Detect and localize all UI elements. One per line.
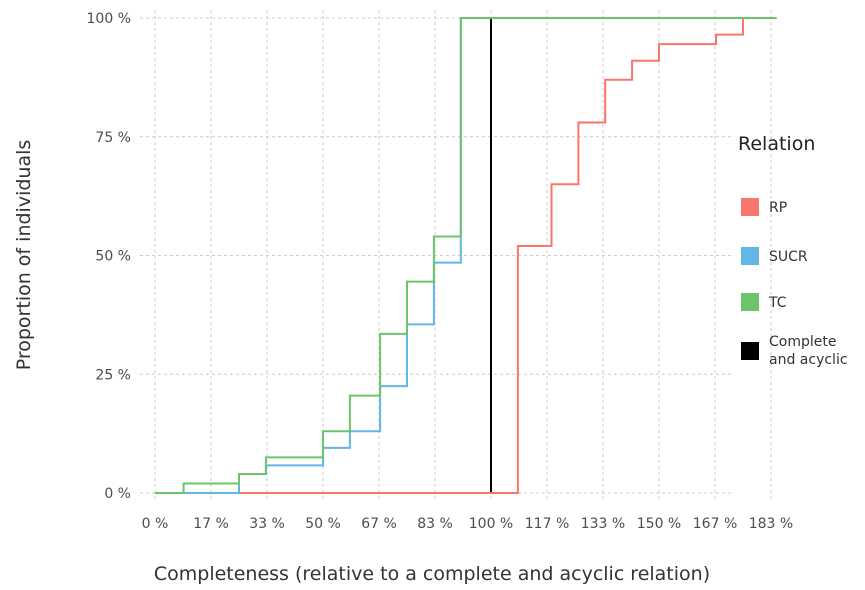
legend-label-rp: RP	[769, 200, 787, 216]
y-tick-label: 25 %	[95, 367, 131, 383]
legend-key-sucr	[741, 247, 759, 265]
legend-label-sucr: SUCR	[769, 249, 808, 265]
tick-label-layer: 0 % 17 % 33 % 50 % 67 % 83 % 100 % 117 % 133 % 15…	[87, 11, 794, 532]
series-line-rp	[155, 17, 777, 494]
y-tick-label: 0 %	[104, 486, 131, 502]
x-tick-label: 50 %	[305, 516, 341, 532]
x-axis-title: Completeness (relative to a complete and…	[154, 563, 710, 585]
legend-key-rp	[741, 198, 759, 216]
x-tick-label: 150 %	[637, 516, 681, 532]
legend: Relation RP SUCR TC Complete and acyclic	[738, 133, 848, 368]
legend-label-tc: TC	[768, 295, 787, 311]
series-line-tc	[155, 17, 777, 494]
x-tick-label: 83 %	[417, 516, 453, 532]
x-tick-label: 17 %	[193, 516, 229, 532]
x-tick-label: 33 %	[249, 516, 285, 532]
y-tick-label: 75 %	[95, 130, 131, 146]
x-tick-label: 117 %	[525, 516, 569, 532]
y-tick-label: 100 %	[87, 11, 131, 27]
y-tick-label: 50 %	[95, 249, 131, 265]
x-tick-label: 67 %	[361, 516, 397, 532]
legend-key-complete-and-acyclic	[741, 342, 759, 360]
x-tick-label: 183 %	[749, 516, 793, 532]
x-tick-label: 0 %	[142, 516, 169, 532]
x-tick-label: 167 %	[693, 516, 737, 532]
legend-key-tc	[741, 293, 759, 311]
legend-label-complete-and-acyclic: Complete and acyclic	[769, 334, 848, 368]
x-tick-label: 100 %	[469, 516, 513, 532]
legend-title: Relation	[738, 133, 815, 155]
grid-layer	[140, 10, 772, 502]
x-tick-label: 133 %	[581, 516, 625, 532]
y-axis-title: Proportion of individuals	[13, 140, 35, 371]
series-layer	[155, 17, 777, 494]
